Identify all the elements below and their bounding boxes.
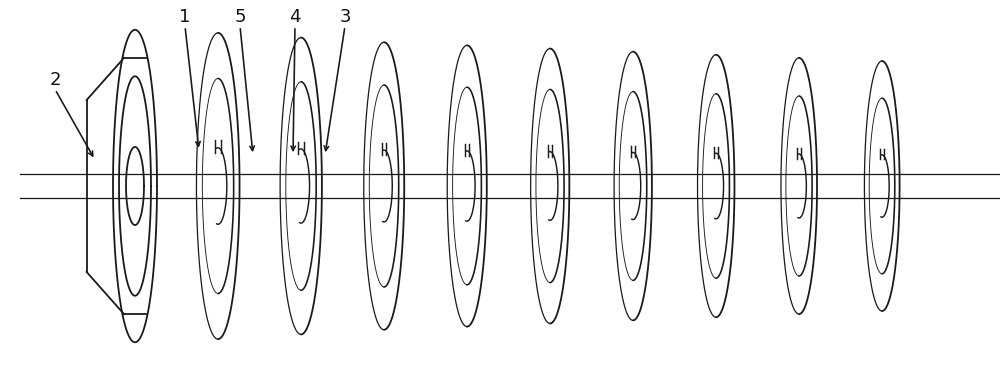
Text: 5: 5 — [234, 8, 246, 26]
Text: 3: 3 — [339, 8, 351, 26]
Text: 1: 1 — [179, 8, 191, 26]
Text: 2: 2 — [49, 71, 61, 89]
Text: 4: 4 — [289, 8, 301, 26]
